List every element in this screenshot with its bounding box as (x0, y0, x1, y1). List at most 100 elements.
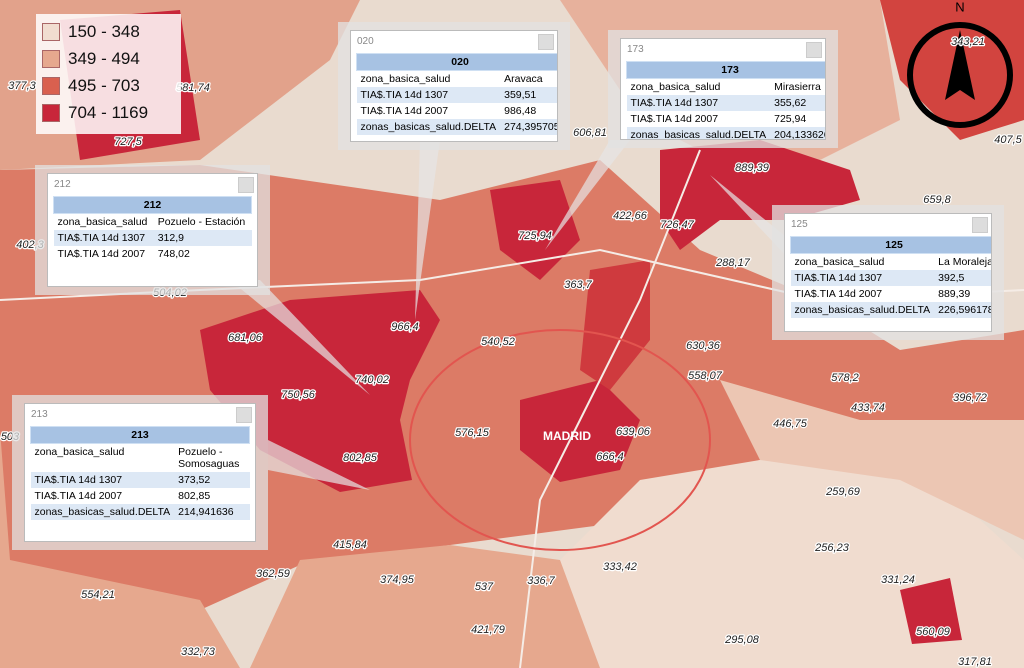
field-name: TIA$.TIA 14d 2007 (360, 105, 449, 117)
compass-arrow (945, 30, 975, 100)
field-value: 359,51 (500, 87, 557, 103)
value-label: 446,75 (773, 418, 808, 430)
field-name: zonas_basicas_salud.DELTA (790, 302, 935, 318)
value-label: 374,95 (380, 574, 415, 586)
field-value: 373,52 (174, 472, 250, 488)
attribute-table: 173 zona_basica_salud Mirasierra TIA$.TIA 1… (625, 61, 826, 139)
value-label: 540,52 (481, 336, 515, 348)
compass-label: N (955, 0, 964, 14)
legend: 150 - 348 349 - 494 495 - 703 704 - 1169 (36, 14, 181, 134)
value-label: 331,24 (881, 574, 915, 586)
value-label: 377,3 (8, 80, 36, 92)
field-value: 392,5 (934, 270, 991, 286)
popup-window: 212 212 zona_basica_salud Pozuelo - Estació… (47, 173, 258, 287)
value-label: 889,39 (735, 162, 769, 174)
field-value: Aravaca (504, 73, 543, 85)
place-label: MADRID (543, 429, 591, 443)
value-label: 363,7 (564, 279, 592, 291)
popup-title: 125 (785, 214, 991, 236)
table-row: TIA$.TIA 14d 2007 986,48 (357, 103, 558, 119)
table-header: 173 (625, 61, 825, 79)
value-label: 433,74 (851, 402, 885, 414)
table-row: TIA$.TIA 14d 2007 725,94 (627, 111, 826, 127)
value-label: 606,81 (573, 127, 607, 139)
table-row: zonas_basicas_salud.DELTA 204,133626 (626, 127, 825, 139)
value-label: 333,42 (603, 561, 637, 573)
table-row: zonas_basicas_salud.DELTA 274,395705 (356, 119, 557, 135)
value-label: 415,84 (333, 539, 367, 551)
legend-item: 704 - 1169 (42, 99, 175, 126)
compass: N (907, 0, 1013, 128)
legend-label: 704 - 1169 (68, 102, 149, 122)
table-row: TIA$.TIA 14d 2007 802,85 (31, 488, 250, 504)
table-header: 213 (30, 426, 250, 444)
value-label: 259,69 (825, 486, 860, 498)
legend-label: 150 - 348 (68, 21, 140, 41)
popup-pointer (268, 440, 370, 490)
field-name: TIA$.TIA 14d 2007 (630, 113, 719, 125)
field-value: 748,02 (157, 248, 190, 260)
field-name: zona_basica_salud (34, 446, 125, 458)
legend-label: 349 - 494 (68, 48, 140, 68)
field-name: TIA$.TIA 14d 1307 (626, 95, 771, 111)
table-row: TIA$.TIA 14d 1307 359,51 (356, 87, 557, 103)
close-button[interactable] (972, 217, 988, 233)
compass-ring (907, 22, 1013, 128)
popup: 212 212 zona_basica_salud Pozuelo - Estació… (35, 165, 270, 295)
table-row: zona_basica_salud La Moraleja (791, 254, 992, 271)
field-value: La Moraleja (938, 256, 992, 268)
popup-pointer (415, 140, 440, 320)
close-button[interactable] (236, 407, 252, 423)
popup-title: 212 (48, 174, 257, 196)
legend-swatch (42, 76, 60, 95)
table-row: zona_basica_salud Pozuelo - Estación (54, 214, 252, 231)
field-value: 312,9 (153, 230, 252, 246)
value-label: 537 (475, 581, 494, 593)
close-button[interactable] (238, 177, 254, 193)
value-label: 630,36 (686, 340, 721, 352)
road (519, 149, 701, 668)
field-name: zona_basica_salud (630, 81, 721, 93)
value-label: 288,17 (715, 257, 751, 269)
popup-title: 213 (25, 404, 255, 426)
popup-window: 213 213 zona_basica_salud Pozuelo - Somosag… (24, 403, 256, 542)
region (0, 430, 240, 668)
legend-label: 495 - 703 (68, 75, 140, 95)
close-button[interactable] (806, 42, 822, 58)
value-label: 336,7 (527, 575, 555, 587)
attribute-table: 212 zona_basica_salud Pozuelo - Estación TI… (53, 196, 252, 262)
table-header-row: 125 (789, 236, 991, 254)
table-row: TIA$.TIA 14d 1307 355,62 (626, 95, 825, 111)
legend-swatch (42, 22, 60, 41)
field-name: TIA$.TIA 14d 1307 (790, 270, 935, 286)
field-value: Pozuelo - Somosaguas (178, 446, 240, 470)
close-button[interactable] (538, 34, 554, 50)
field-value: 725,94 (774, 113, 807, 125)
field-name: zonas_basicas_salud.DELTA (356, 119, 501, 135)
value-label: 750,56 (281, 389, 316, 401)
table-header-row: 213 (30, 426, 250, 444)
field-value: Pozuelo - Estación (157, 216, 246, 228)
popup-window: 173 173 zona_basica_salud Mirasierra TIA$.TI… (620, 38, 826, 140)
popup-pointer (545, 140, 630, 250)
value-label: 727,5 (114, 136, 142, 148)
table-header: 125 (789, 236, 991, 254)
field-name: TIA$.TIA 14d 2007 (57, 248, 146, 260)
field-name: TIA$.TIA 14d 2007 (794, 288, 883, 300)
field-value: 802,85 (178, 490, 211, 502)
popup-title-text: 213 (31, 409, 48, 420)
field-name: TIA$.TIA 14d 1307 (53, 230, 154, 246)
table-header-row: 212 (53, 196, 252, 214)
value-label: 581,74 (176, 82, 210, 94)
table-header: 020 (355, 53, 557, 71)
field-name: TIA$.TIA 14d 1307 (30, 472, 175, 488)
field-value: 889,39 (938, 288, 971, 300)
popup-pointer (710, 175, 790, 260)
field-value: 226,596178 (934, 302, 991, 318)
value-label: 659,8 (923, 194, 951, 206)
attribute-table: 125 zona_basica_salud La Moraleja TIA$.TIA … (789, 236, 992, 318)
value-label: 802,85 (343, 452, 378, 464)
region (580, 260, 650, 390)
ring-road (409, 329, 711, 551)
